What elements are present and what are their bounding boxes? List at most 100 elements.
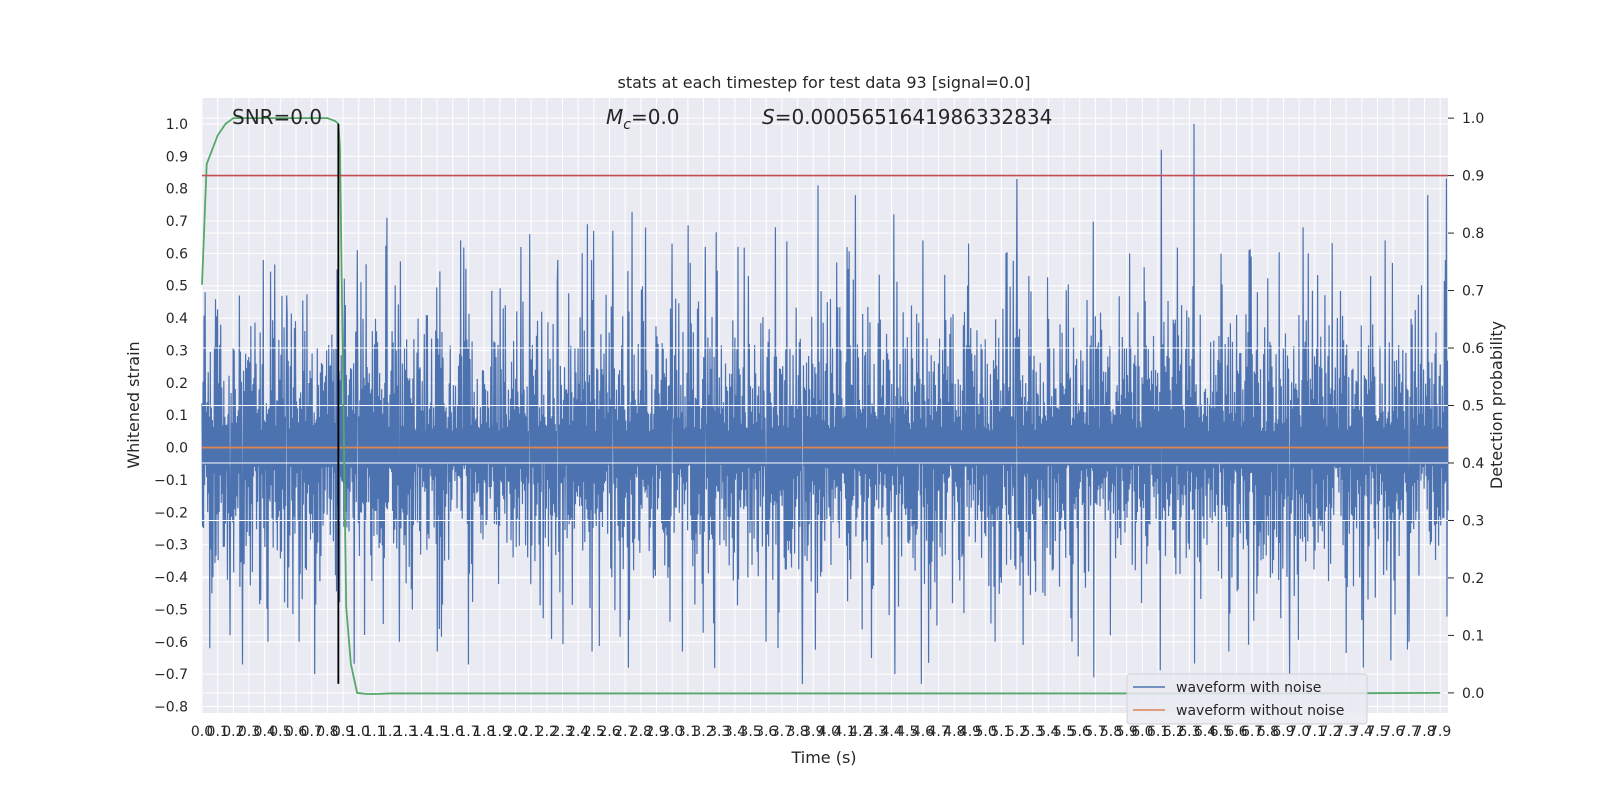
y-tick-label: 0.8 [166, 182, 188, 198]
x-tick-label: 4.6 [912, 724, 934, 740]
chirp-mass-value: =0.0 [631, 105, 680, 129]
x-tick-label: 6.8 [1257, 724, 1279, 740]
legend: waveform with noise waveform without noi… [1126, 673, 1368, 725]
s-symbol: S [762, 105, 775, 129]
x-tick-label: 5.1 [990, 724, 1012, 740]
y2-tick-label: 0.9 [1462, 169, 1484, 185]
x-tick-label: 7.7 [1398, 724, 1420, 740]
x-tick-label: 4.8 [943, 724, 965, 740]
x-tick-label: 7.2 [1319, 724, 1341, 740]
s-value: =0.0005651641986332834 [775, 105, 1053, 129]
x-tick-label: 3.3 [708, 724, 730, 740]
y-tick-label: −0.3 [154, 538, 188, 554]
x-tick-label: 2.4 [567, 724, 589, 740]
y-tick-label: 0.3 [166, 343, 188, 359]
y-tick-label: 0.5 [166, 279, 188, 295]
chirp-mass-subscript: c [623, 117, 631, 133]
y2-axis-label: Detection probability [1487, 321, 1506, 489]
y2-tick-label: 0.5 [1462, 399, 1484, 415]
x-tick-label: 7.3 [1335, 724, 1357, 740]
x-tick-label: 4.0 [818, 724, 840, 740]
y2-tick-label: 0.6 [1462, 341, 1484, 357]
x-tick-label: 2.3 [551, 724, 573, 740]
chirp-mass-symbol: M [606, 105, 623, 129]
y-tick-label: 0.6 [166, 246, 188, 262]
y2-tick-label: 1.0 [1462, 111, 1484, 127]
x-tick-label: 7.5 [1366, 724, 1388, 740]
x-tick-label: 4.9 [959, 724, 981, 740]
x-tick-label: 5.3 [1022, 724, 1044, 740]
y-tick-label: −0.2 [154, 505, 188, 521]
x-tick-label: 0.5 [269, 724, 291, 740]
x-tick-label: 2.9 [645, 724, 667, 740]
x-tick-label: 7.6 [1382, 724, 1404, 740]
x-tick-label: 2.8 [630, 724, 652, 740]
x-tick-label: 1.8 [473, 724, 495, 740]
x-tick-label: 4.5 [896, 724, 918, 740]
x-tick-label: 5.2 [1006, 724, 1028, 740]
y-tick-label: 0.4 [166, 311, 188, 327]
x-tick-label: 5.7 [1084, 724, 1106, 740]
x-tick-label: 4.1 [833, 724, 855, 740]
y-tick-label: 0.7 [166, 214, 188, 230]
x-tick-label: 0.9 [332, 724, 354, 740]
x-tick-label: 6.9 [1272, 724, 1294, 740]
x-tick-label: 6.1 [1147, 724, 1169, 740]
x-tick-label: 2.1 [520, 724, 542, 740]
x-tick-label: 6.5 [1210, 724, 1232, 740]
series-detection-probability [201, 117, 1441, 695]
x-tick-label: 3.0 [661, 724, 683, 740]
x-tick-label: 3.4 [724, 724, 746, 740]
x-tick-label: 2.2 [536, 724, 558, 740]
x-tick-label: 0.1 [207, 724, 229, 740]
x-tick-label: 3.1 [677, 724, 699, 740]
x-tick-label: 5.9 [1116, 724, 1138, 740]
x-tick-label: 6.3 [1178, 724, 1200, 740]
y-tick-label: 0.9 [166, 149, 188, 165]
y-tick-label: −0.5 [154, 602, 188, 618]
x-tick-label: 4.3 [865, 724, 887, 740]
x-tick-label: 0.0 [191, 724, 213, 740]
x-tick-label: 2.7 [614, 724, 636, 740]
x-tick-label: 0.8 [316, 724, 338, 740]
x-tick-label: 7.4 [1351, 724, 1373, 740]
x-tick-label: 6.0 [1131, 724, 1153, 740]
y-tick-label: 0.2 [166, 376, 188, 392]
x-tick-label: 5.0 [975, 724, 997, 740]
x-tick-label: 1.4 [410, 724, 432, 740]
x-tick-label: 0.7 [301, 724, 323, 740]
x-tick-label: 4.2 [849, 724, 871, 740]
x-tick-label: 1.5 [426, 724, 448, 740]
x-tick-label: 2.6 [598, 724, 620, 740]
x-tick-label: 3.2 [692, 724, 714, 740]
x-tick-label: 5.5 [1053, 724, 1075, 740]
x-tick-label: 0.4 [254, 724, 276, 740]
x-tick-label: 3.9 [802, 724, 824, 740]
s-annotation: S=0.0005651641986332834 [762, 105, 1052, 129]
y-tick-label: −0.6 [154, 635, 188, 651]
y-tick-label: 0.1 [166, 408, 188, 424]
x-tick-label: 4.4 [880, 724, 902, 740]
legend-label-clean: waveform without noise [1176, 703, 1344, 719]
x-tick-label: 6.6 [1225, 724, 1247, 740]
x-tick-label: 7.1 [1304, 724, 1326, 740]
x-tick-label: 3.8 [786, 724, 808, 740]
x-tick-label: 5.4 [1037, 724, 1059, 740]
y2-tick-label: 0.8 [1462, 226, 1484, 242]
x-tick-label: 2.5 [583, 724, 605, 740]
y-axis-ticks: −0.8 −0.7 −0.6 −0.5 −0.4 −0.3 −0.2 −0.1 0.0 0.1 0.… [154, 117, 188, 716]
legend-box [1126, 673, 1368, 725]
x-tick-label: 4.7 [927, 724, 949, 740]
y-tick-label: −0.7 [154, 667, 188, 683]
chart-title: stats at each timestep for test data 93 … [618, 73, 1031, 92]
y-tick-label: 1.0 [166, 117, 188, 133]
x-tick-label: 0.3 [238, 724, 260, 740]
y2-tick-label: 0.7 [1462, 284, 1484, 300]
x-tick-label: 7.9 [1429, 724, 1451, 740]
series-waveform-with-noise [201, 123, 1449, 684]
overlay-layer [201, 117, 1448, 695]
x-tick-label: 0.2 [222, 724, 244, 740]
x-tick-label: 3.5 [739, 724, 761, 740]
x-tick-label: 5.6 [1069, 724, 1091, 740]
